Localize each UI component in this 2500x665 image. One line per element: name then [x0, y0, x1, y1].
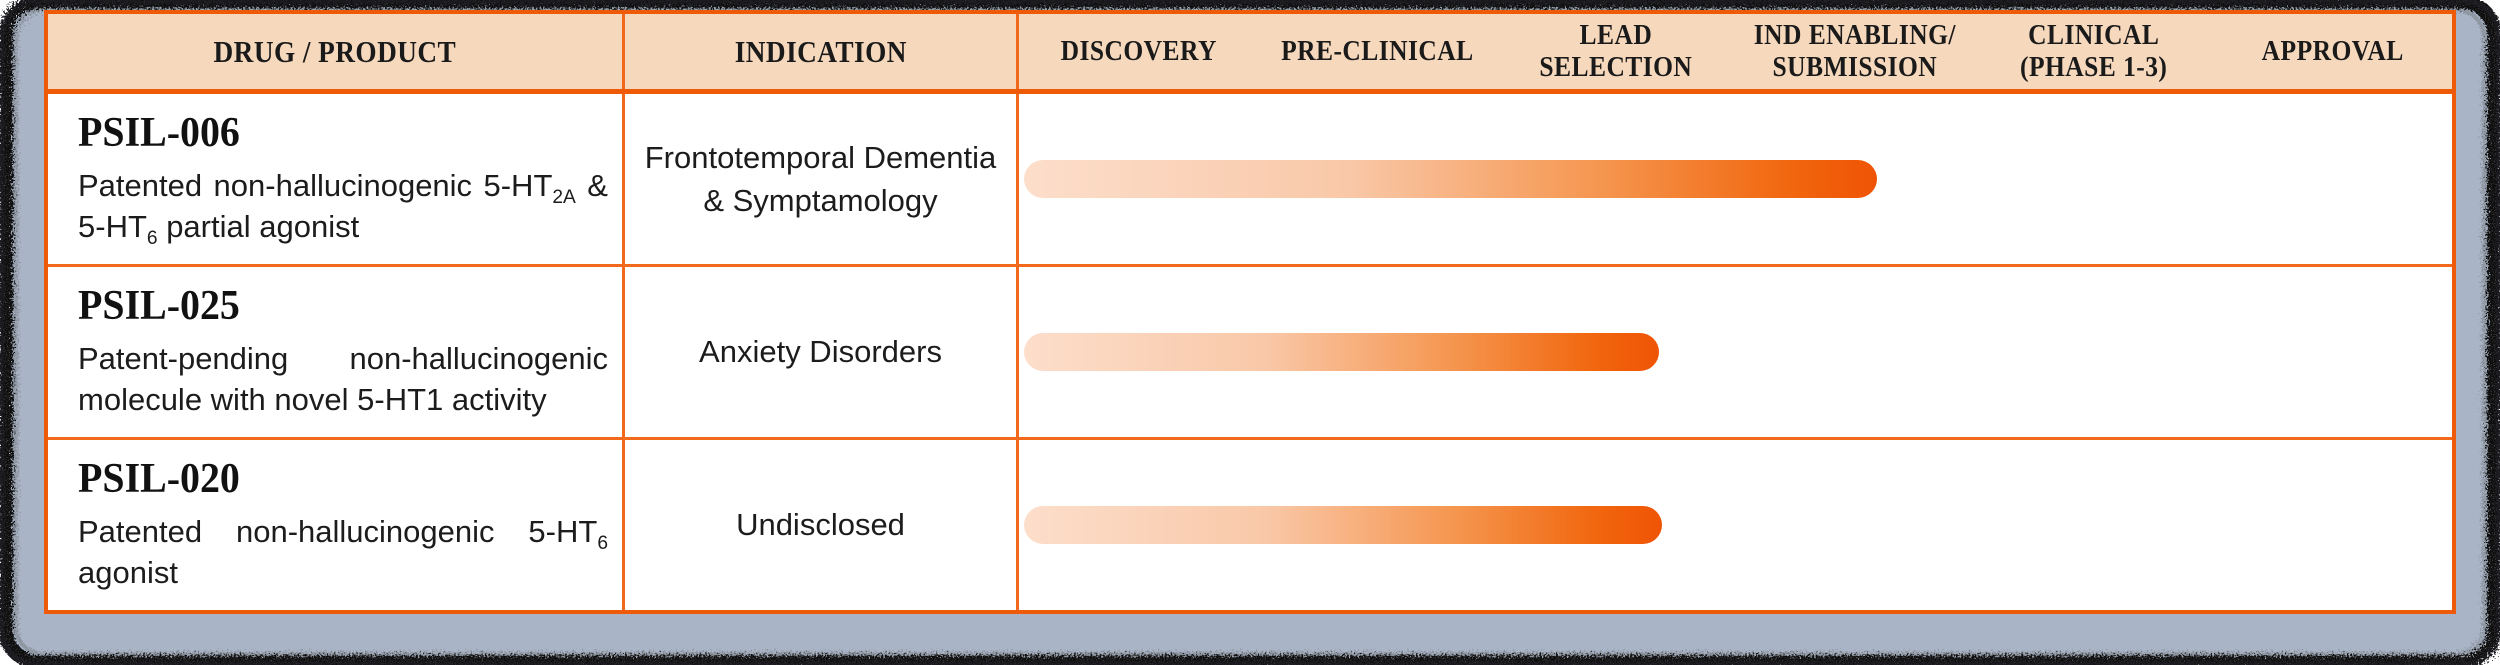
- drug-name: PSIL-025: [78, 283, 240, 329]
- header-cell-drug-product: DRUG / PRODUCT: [48, 14, 625, 89]
- indication-text: Frontotemporal Dementia & Symptamology: [644, 139, 997, 218]
- indication-text: Anxiety Disorders: [699, 334, 942, 370]
- header-cell-indication: INDICATION: [625, 14, 1019, 89]
- phase-label: PRE-CLINICAL: [1281, 34, 1474, 67]
- indication-text: Undisclosed: [736, 507, 905, 543]
- progress-bar: [1024, 333, 1660, 371]
- phase-header-lead-selection: LEAD SELECTION: [1497, 14, 1736, 89]
- drug-description: Patented non-hallucinogenic 5-HT6 agonis…: [78, 514, 608, 591]
- drug-cell: PSIL-025 Patent-pending non-hallucinogen…: [48, 267, 625, 437]
- table-row-psil-025: PSIL-025 Patent-pending non-hallucinogen…: [48, 267, 2452, 440]
- phase-label: CLINICAL (PHASE 1-3): [2020, 19, 2168, 83]
- phase-label: DISCOVERY: [1060, 34, 1217, 67]
- header-indication-label: INDICATION: [734, 33, 907, 69]
- phase-header-clinical: CLINICAL (PHASE 1-3): [1974, 14, 2213, 89]
- phase-label: IND ENABLING/ SUBMISSION: [1753, 19, 1956, 83]
- phase-header-pre-clinical: PRE-CLINICAL: [1258, 14, 1497, 89]
- phase-header-discovery: DISCOVERY: [1019, 14, 1258, 89]
- drug-cell: PSIL-020 Patented non-hallucinogenic 5-H…: [48, 440, 625, 610]
- phase-header-approval: APPROVAL: [2213, 14, 2452, 89]
- table-row-psil-006: PSIL-006 Patented non-hallucinogenic 5-H…: [48, 94, 2452, 267]
- progress-bar: [1024, 506, 1663, 544]
- indication-cell: Frontotemporal Dementia & Symptamology: [625, 94, 1019, 264]
- timeline-cell: [1019, 94, 2452, 264]
- drug-name: PSIL-006: [78, 110, 240, 156]
- pipeline-table: DRUG / PRODUCT INDICATION DISCOVERY PRE-…: [44, 10, 2456, 614]
- header-phase-timeline: DISCOVERY PRE-CLINICAL LEAD SELECTION IN…: [1019, 14, 2452, 89]
- timeline-cell: [1019, 440, 2452, 610]
- phase-header-ind-enabling: IND ENABLING/ SUBMISSION: [1735, 14, 1974, 89]
- drug-description: Patented non-hallucinogenic 5-HT2A & 5-H…: [78, 168, 608, 250]
- drug-name: PSIL-020: [78, 456, 240, 502]
- phase-label: LEAD SELECTION: [1539, 19, 1693, 83]
- drug-description: Patent-pending non-hallucinogenic molecu…: [78, 341, 608, 418]
- timeline-cell: [1019, 267, 2452, 437]
- drug-cell: PSIL-006 Patented non-hallucinogenic 5-H…: [48, 94, 625, 264]
- progress-bar: [1024, 160, 1877, 198]
- table-header-row: DRUG / PRODUCT INDICATION DISCOVERY PRE-…: [48, 14, 2452, 94]
- header-drug-product-label: DRUG / PRODUCT: [213, 33, 457, 69]
- phase-label: APPROVAL: [2261, 34, 2404, 67]
- table-row-psil-020: PSIL-020 Patented non-hallucinogenic 5-H…: [48, 440, 2452, 610]
- indication-cell: Anxiety Disorders: [625, 267, 1019, 437]
- indication-cell: Undisclosed: [625, 440, 1019, 610]
